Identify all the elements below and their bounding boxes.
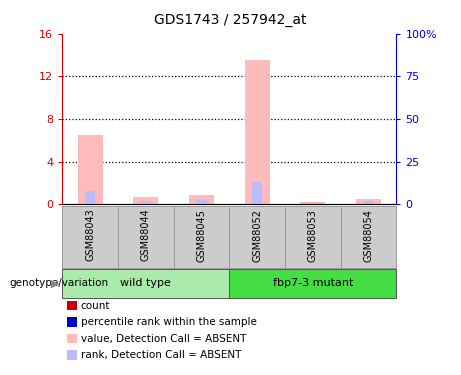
Text: percentile rank within the sample: percentile rank within the sample — [81, 317, 257, 327]
Bar — [133, 197, 158, 204]
Bar — [62, 269, 229, 298]
Text: fbp7-3 mutant: fbp7-3 mutant — [273, 279, 353, 288]
Text: GSM88044: GSM88044 — [141, 209, 151, 261]
Bar — [341, 206, 396, 268]
Bar — [196, 200, 207, 204]
Bar — [229, 206, 285, 268]
Text: GSM88043: GSM88043 — [85, 209, 95, 261]
Bar — [85, 190, 95, 204]
Bar — [118, 206, 174, 268]
Text: wild type: wild type — [120, 279, 171, 288]
Text: GSM88054: GSM88054 — [364, 209, 373, 262]
Bar — [77, 135, 103, 204]
Bar — [189, 195, 214, 204]
Bar — [141, 201, 151, 204]
Text: GSM88053: GSM88053 — [308, 209, 318, 262]
Bar — [356, 198, 381, 204]
Text: GDS1743 / 257942_at: GDS1743 / 257942_at — [154, 13, 307, 27]
Bar — [229, 269, 396, 298]
Bar — [285, 206, 341, 268]
Text: genotype/variation: genotype/variation — [9, 279, 108, 288]
Bar — [245, 60, 270, 204]
Text: ▶: ▶ — [51, 279, 59, 288]
Text: GSM88045: GSM88045 — [196, 209, 207, 262]
Text: value, Detection Call = ABSENT: value, Detection Call = ABSENT — [81, 334, 246, 344]
Bar — [62, 206, 118, 268]
Bar — [364, 201, 373, 204]
Bar — [174, 206, 229, 268]
Bar — [252, 182, 262, 204]
Text: count: count — [81, 301, 110, 310]
Text: GSM88052: GSM88052 — [252, 209, 262, 262]
Bar — [308, 203, 318, 204]
Bar — [301, 202, 325, 204]
Text: rank, Detection Call = ABSENT: rank, Detection Call = ABSENT — [81, 350, 241, 360]
